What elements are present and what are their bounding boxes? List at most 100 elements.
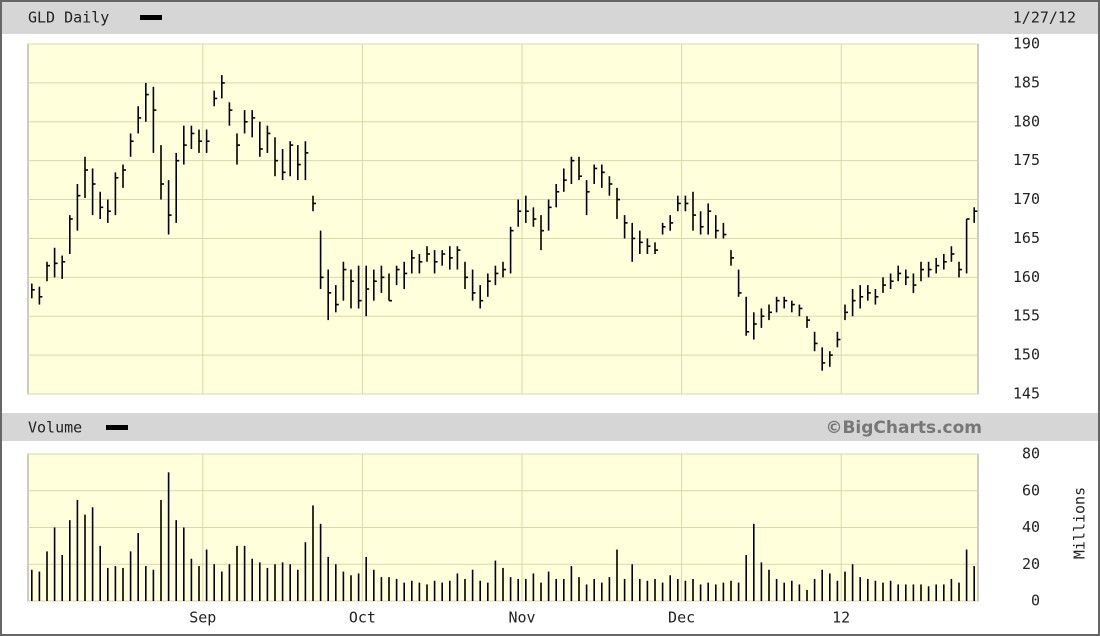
volume-bar [373, 569, 375, 601]
volume-bar [608, 577, 611, 601]
y-tick-label: 155 [1013, 307, 1040, 325]
volume-bar [76, 499, 79, 601]
y-tick-label: 190 [1013, 35, 1040, 53]
volume-bar [578, 577, 580, 601]
volume-bar [973, 566, 975, 601]
x-tick-label: Oct [349, 609, 376, 627]
volume-bar [411, 580, 413, 601]
volume-bar [312, 505, 314, 601]
y-tick-label: 180 [1013, 112, 1040, 130]
volume-bar [844, 571, 846, 601]
volume-bar [813, 578, 816, 601]
volume-bar [768, 569, 770, 601]
volume-bar [46, 551, 48, 601]
volume-bar [281, 562, 284, 601]
volume-bar [958, 582, 960, 601]
volume-bar [213, 564, 215, 601]
y-tick-label: 160 [1013, 268, 1040, 286]
volume-bar [730, 580, 732, 601]
volume-bar [388, 577, 390, 601]
volume-bar [53, 527, 56, 601]
volume-title: Volume [28, 419, 82, 437]
volume-bar [243, 545, 246, 601]
volume-bar [365, 556, 367, 601]
volume-header-bar [2, 413, 1098, 441]
y-tick-label: 170 [1013, 190, 1040, 208]
volume-bar [114, 566, 117, 601]
volume-bar [335, 564, 337, 601]
volume-bar [205, 549, 208, 601]
volume-bar [623, 578, 626, 601]
volume-bar [661, 582, 664, 601]
volume-bar [563, 578, 565, 601]
volume-bar [494, 560, 497, 601]
volume-bar [836, 580, 839, 601]
y-axis-label: Millions [1071, 487, 1089, 559]
volume-bar [646, 580, 649, 601]
volume-bar [175, 520, 177, 601]
volume-bar [221, 571, 223, 601]
volume-bar [395, 578, 398, 601]
volume-bar [859, 577, 861, 601]
volume-bar [319, 523, 322, 601]
volume-bar [160, 499, 162, 601]
y-tick-label: 185 [1013, 73, 1040, 91]
volume-bar [380, 577, 383, 601]
volume-bar [99, 545, 101, 601]
volume-bar [84, 514, 86, 601]
volume-bar [601, 582, 603, 601]
volume-bar [775, 578, 778, 601]
plot-area [27, 43, 979, 395]
volume-bar [228, 564, 231, 601]
volume-bar [471, 569, 474, 601]
volume-bar [867, 578, 869, 601]
volume-bar [874, 580, 877, 601]
volume-bar [122, 567, 124, 601]
volume-bar [456, 573, 459, 601]
header-bar [2, 2, 1098, 34]
volume-bar [722, 582, 725, 601]
volume-bar [251, 558, 253, 601]
volume-bar [791, 580, 793, 601]
volume-bar [950, 578, 953, 601]
y-tick-label: 40 [1022, 518, 1040, 536]
volume-bar [487, 582, 489, 601]
volume-bar [715, 584, 717, 601]
volume-bar [965, 549, 968, 601]
volume-bar [684, 580, 687, 601]
volume-bar [509, 577, 512, 601]
volume-bar [753, 523, 755, 601]
volume-bar [69, 520, 71, 601]
volume-bar [943, 584, 945, 601]
y-tick-label: 60 [1022, 481, 1040, 499]
x-tick-label: Dec [668, 609, 695, 627]
volume-bar [342, 571, 345, 601]
volume-bar [266, 567, 269, 601]
x-tick-label: Sep [189, 609, 216, 627]
volume-bar [935, 584, 937, 601]
volume-bar [38, 571, 41, 601]
volume-bar [137, 533, 139, 601]
volume-bar [418, 582, 421, 601]
volume-bar [274, 564, 276, 601]
volume-bar [236, 545, 238, 601]
x-tick-label: Nov [508, 609, 535, 627]
y-tick-label: 150 [1013, 346, 1040, 364]
volume-legend-swatch [106, 425, 128, 430]
volume-bar [547, 571, 550, 601]
volume-bar [905, 584, 907, 601]
volume-bar [707, 582, 709, 601]
volume-bar [593, 578, 595, 601]
volume-bar [190, 558, 193, 601]
volume-bar [61, 555, 63, 601]
volume-bar [745, 555, 747, 601]
volume-bar [259, 562, 261, 601]
volume-bar [821, 569, 823, 601]
date-label: 1/27/12 [1013, 9, 1076, 27]
volume-bar [525, 578, 527, 601]
volume-bar [631, 564, 633, 601]
y-tick-label: 145 [1013, 385, 1040, 403]
volume-bar [829, 573, 831, 601]
volume-bar [783, 582, 785, 601]
volume-bar [152, 569, 155, 601]
